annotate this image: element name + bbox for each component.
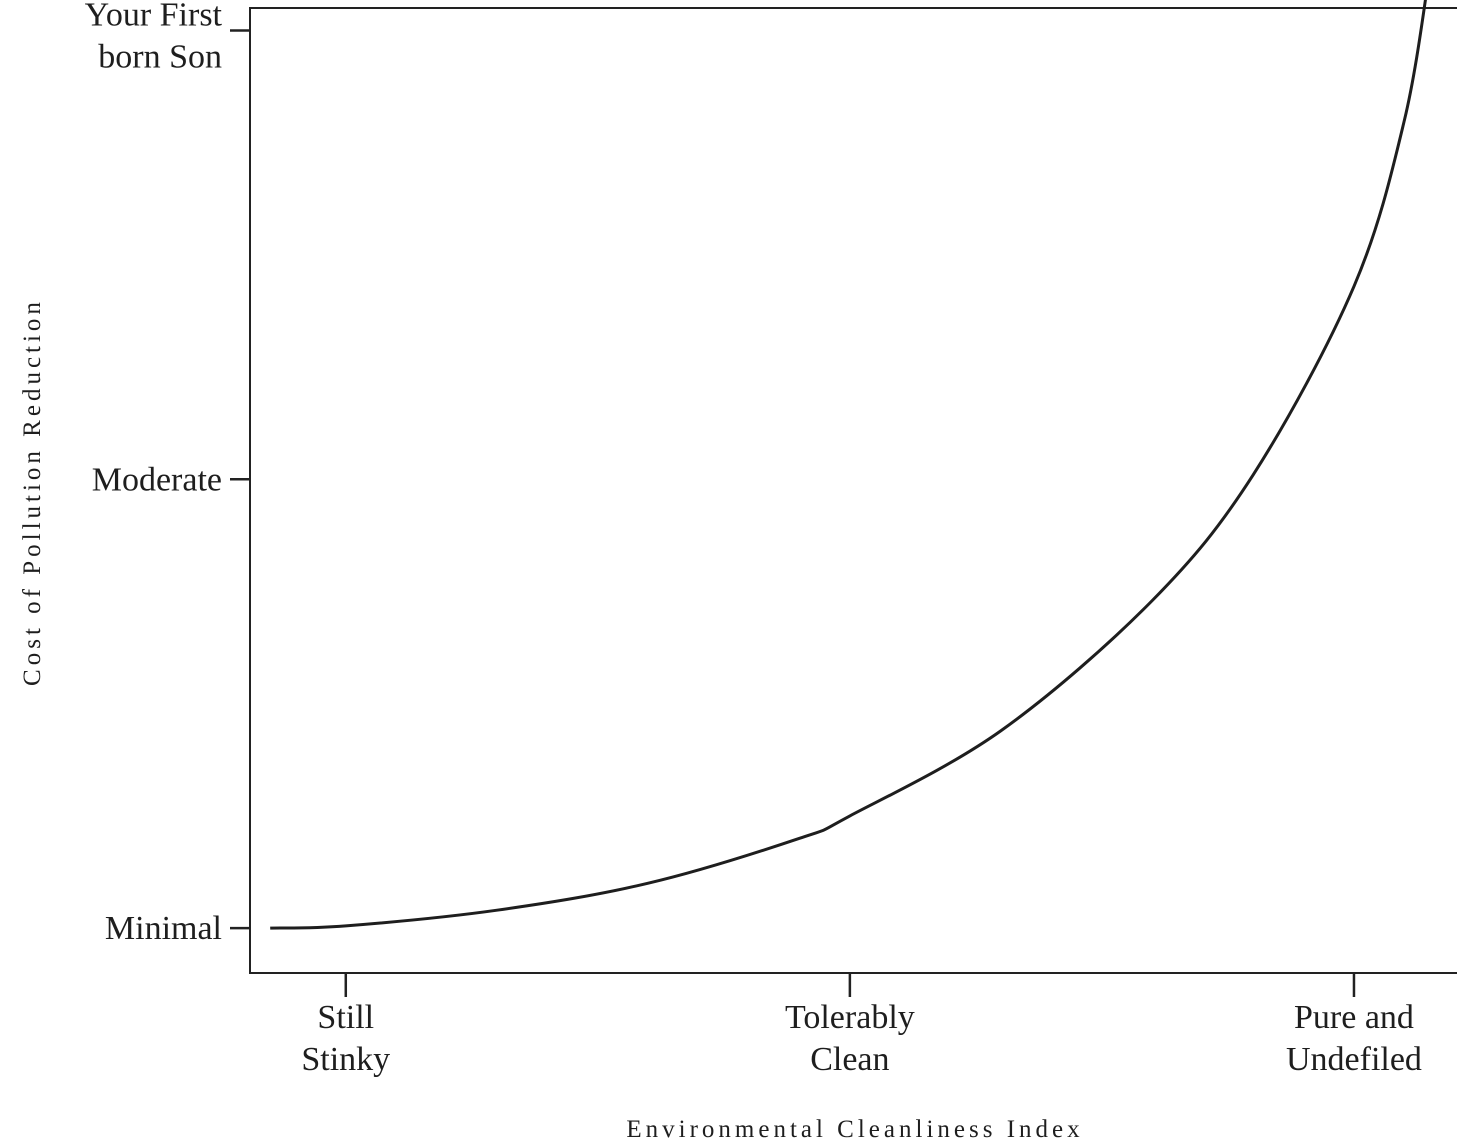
x-axis-title: Environmental Cleanliness Index <box>626 1116 1083 1143</box>
x-tick-label-line: Clean <box>810 1041 889 1078</box>
x-tick-label-pure-and-undefiled: Pure and Undefiled <box>1286 999 1422 1078</box>
y-axis-title: Cost of Pollution Reduction <box>19 298 46 686</box>
y-axis-ticks <box>230 29 250 930</box>
x-tick-label-line: Still <box>317 999 374 1036</box>
series-line-cost-curve <box>270 0 1427 930</box>
y-tick-label-minimal: Minimal <box>105 910 222 947</box>
plot-frame <box>249 7 1457 974</box>
y-tick-label-line: Your First <box>85 0 223 33</box>
y-axis-tick-labels: Minimal Moderate Your First born Son <box>85 0 223 947</box>
y-tick-label-line: Moderate <box>92 461 222 498</box>
x-axis-tick-labels: Still Stinky Tolerably Clean Pure and Undefil… <box>301 999 1422 1078</box>
y-tick-label-moderate: Moderate <box>92 461 222 498</box>
y-tick-label-line: born Son <box>98 38 222 75</box>
y-tick-label-line: Minimal <box>105 910 222 947</box>
x-tick-label-line: Tolerably <box>785 999 915 1036</box>
x-tick-label-line: Pure and <box>1294 999 1414 1036</box>
x-tick-label-line: Stinky <box>301 1041 390 1078</box>
y-tick-label-your-first-born-son: Your First born Son <box>85 0 223 75</box>
x-tick-label-tolerably-clean: Tolerably Clean <box>785 999 915 1078</box>
x-tick-label-line: Undefiled <box>1286 1041 1422 1078</box>
x-tick-label-still-stinky: Still Stinky <box>301 999 390 1078</box>
x-axis-ticks <box>344 973 1356 997</box>
